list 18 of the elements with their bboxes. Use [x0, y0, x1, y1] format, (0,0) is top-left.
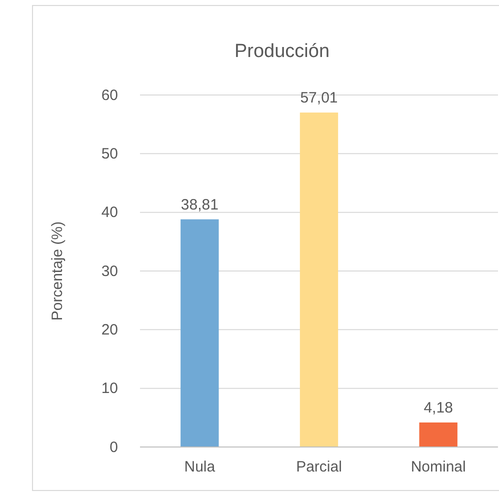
data-label: 57,01: [300, 90, 338, 107]
y-tick-label: 60: [101, 86, 118, 104]
x-tick-label: Nula: [184, 458, 216, 476]
bar: [300, 112, 338, 447]
y-tick-label: 20: [101, 321, 118, 338]
x-tick-label: Nominal: [410, 458, 466, 476]
bar: [180, 219, 219, 447]
y-tick-label: 0: [110, 438, 118, 456]
bar: [419, 422, 458, 447]
y-tick-label: 10: [101, 380, 118, 398]
data-label: 4,18: [424, 399, 453, 416]
x-tick-label: Parcial: [296, 458, 342, 476]
data-label: 38,81: [180, 196, 218, 214]
y-tick-label: 50: [101, 145, 118, 162]
y-tick-label: 30: [101, 262, 118, 280]
y-axis-title: Porcentaje (%): [49, 221, 66, 321]
chart-title: Producción: [234, 41, 330, 62]
y-tick-label: 40: [101, 204, 118, 222]
